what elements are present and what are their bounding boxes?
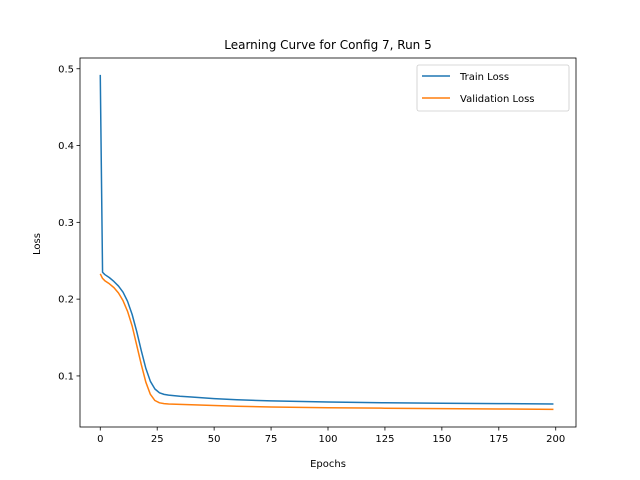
x-tick-label: 0 [97,434,103,445]
chart-title: Learning Curve for Config 7, Run 5 [224,38,431,52]
y-axis-label: Loss [32,233,43,255]
x-tick-label: 75 [265,434,278,445]
x-tick-label: 50 [208,434,221,445]
x-tick-label: 100 [318,434,337,445]
x-tick-label: 200 [546,434,565,445]
legend-label-validation-loss: Validation Loss [460,94,535,105]
y-tick-label: 0.2 [58,295,74,306]
legend-box [416,64,570,112]
y-tick-label: 0.5 [58,64,74,75]
y-tick-label: 0.1 [58,371,74,382]
legend-label-train-loss: Train Loss [459,72,509,83]
y-tick-label: 0.3 [58,218,74,229]
plot-area: 0 25 50 75 100 125 150 175 200 0.1 0.2 0.3 0.4 0.5 [58,57,577,445]
x-tick-label: 175 [489,434,508,445]
series-line-validation-loss [99,273,554,411]
legend: Train Loss Validation Loss [416,64,570,112]
series-line-train-loss [99,74,554,405]
x-tick-label: 150 [432,434,451,445]
x-tick-label: 25 [151,434,164,445]
x-axis-label: Epochs [310,459,346,470]
y-tick-label: 0.4 [58,141,74,152]
x-tick-label: 125 [375,434,394,445]
